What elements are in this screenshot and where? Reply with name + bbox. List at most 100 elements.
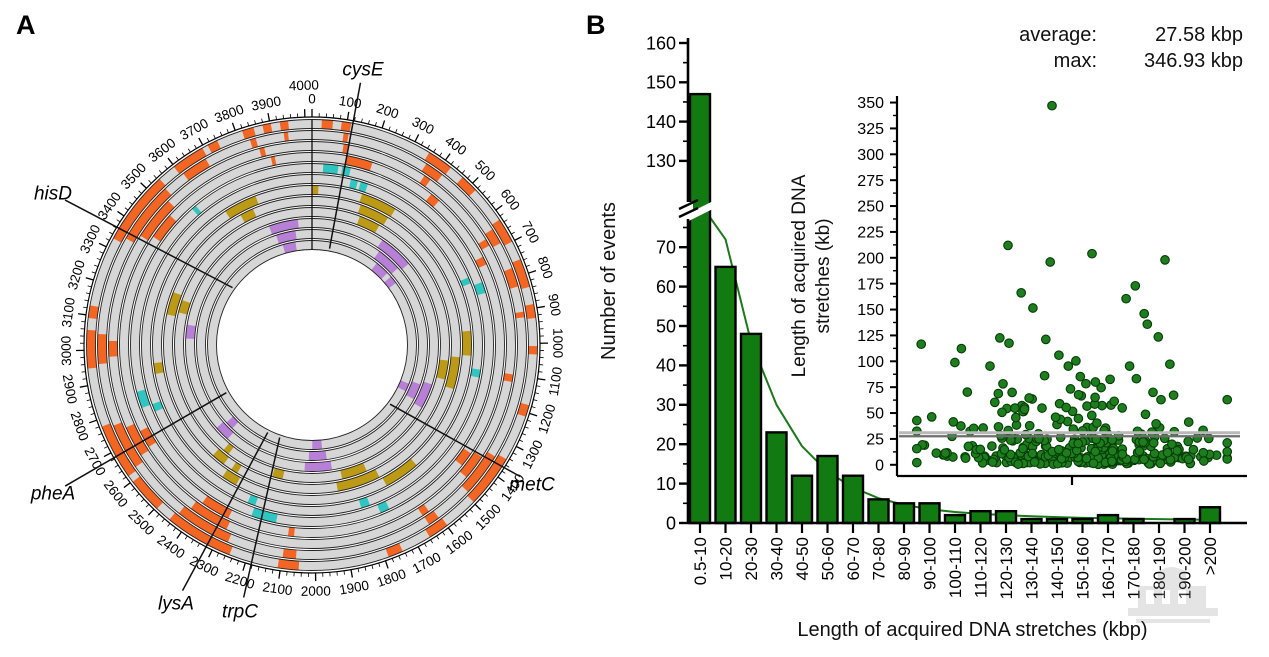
scale-major-tick <box>536 305 545 309</box>
scatter-point <box>960 453 971 464</box>
scatter-point <box>1222 394 1233 405</box>
acquired-segment <box>190 501 231 530</box>
circular-genome-map: 0 100 200300400500600700800900100011001200… <box>30 60 566 623</box>
ring-inner-edge <box>205 238 419 452</box>
gene-markers: cysE hisD pheA lysA trpC metC <box>30 60 555 623</box>
scale-minor-tick <box>148 180 152 184</box>
scatter-point <box>1027 448 1038 459</box>
scatter-point <box>1090 446 1101 457</box>
y-tick-label: 40 <box>656 356 676 376</box>
acquired-segment <box>517 402 530 417</box>
scatter-point <box>1082 401 1092 411</box>
scale-minor-tick <box>96 257 101 261</box>
scale-major-tick <box>384 560 389 569</box>
acquired-segment <box>470 368 481 378</box>
scale-tick-label: 3800 <box>212 101 245 125</box>
acquired-segment <box>436 359 449 380</box>
scale-minor-tick <box>167 523 171 527</box>
x-category-label: 120-130 <box>997 537 1016 599</box>
acquired-segment <box>413 381 433 408</box>
acquired-segment <box>377 239 409 270</box>
scale-minor-tick <box>90 413 95 416</box>
scatter-point <box>1183 417 1194 427</box>
acquired-segment <box>283 131 289 142</box>
acquired-segment <box>461 330 472 356</box>
scale-tick-label: 2100 <box>262 579 294 598</box>
x-category-label: 110-120 <box>971 537 990 598</box>
scatter-point <box>1096 382 1106 393</box>
axis-break <box>678 198 699 219</box>
scale-major-tick <box>77 313 87 316</box>
y-tick-label: 160 <box>646 33 676 53</box>
scale-minor-tick <box>99 251 104 254</box>
acquired-segment <box>140 200 175 241</box>
scale-minor-tick <box>91 271 96 274</box>
x-category-label: 60-70 <box>844 537 863 580</box>
acquired-segment <box>455 448 472 466</box>
scatter-point <box>1045 257 1056 267</box>
scale-minor-tick <box>105 238 110 241</box>
scatter-point <box>997 407 1007 418</box>
scatter-point <box>1075 371 1086 382</box>
scatter-point <box>948 417 959 427</box>
scale-minor-tick <box>138 190 142 194</box>
acquired-segment <box>277 558 300 571</box>
scatter-point <box>1010 412 1021 423</box>
scale-minor-tick <box>433 148 437 153</box>
acquired-segment <box>384 276 397 289</box>
y-axis-ticks: 0 10 20 30 40 50 60 70 130 140 150 160 <box>646 33 688 533</box>
scale-tick-label: 3900 <box>250 93 282 113</box>
scatter-point <box>1155 458 1166 469</box>
x-category-label: 40-50 <box>793 537 812 580</box>
scale-minor-tick <box>82 378 87 380</box>
acquired-segment <box>101 423 136 477</box>
scale-minor-tick <box>430 539 434 544</box>
scale-major-tick <box>497 476 505 483</box>
scale-minor-tick <box>261 118 263 123</box>
histogram-bar <box>688 92 712 525</box>
scale-minor-tick <box>523 257 528 261</box>
scatter-point <box>1105 374 1115 385</box>
scale-major-tick <box>495 204 503 211</box>
gene-marker-line <box>242 437 281 598</box>
scatter-inset: 0 25 50 75 100 125 150 175 200 225 250 275 300 325 350 <box>857 95 1247 485</box>
scale-minor-tick <box>145 504 150 508</box>
genome-ring <box>185 218 439 472</box>
acquired-segment <box>304 460 333 472</box>
scale-minor-tick <box>459 518 463 523</box>
inset-y-tick-label: 275 <box>857 173 884 190</box>
acquired-segment <box>371 263 388 280</box>
scatter-point <box>1090 377 1101 387</box>
acquired-segment <box>373 251 399 275</box>
acquired-segment <box>251 507 278 523</box>
scatter-point <box>1139 454 1149 465</box>
acquired-segment <box>97 333 108 365</box>
scale-minor-tick <box>442 531 446 536</box>
x-category-label: 170-180 <box>1124 537 1143 599</box>
scale-minor-tick <box>83 306 88 309</box>
scale-minor-tick <box>439 152 443 157</box>
acquired-segment <box>136 389 151 409</box>
scatter-point <box>1183 436 1194 447</box>
scale-minor-tick <box>395 128 398 134</box>
scale-major-tick <box>278 570 281 579</box>
scale-tick-label: 1700 <box>410 549 444 576</box>
ring-inner-edge <box>194 227 430 463</box>
acquired-segment <box>86 329 97 369</box>
acquired-segment <box>342 132 349 143</box>
scatter-point <box>1138 437 1148 447</box>
scale-minor-tick <box>491 201 495 205</box>
scatter-point <box>911 443 922 454</box>
acquired-segment <box>249 138 259 149</box>
acquired-segment <box>340 121 352 132</box>
scatter-point <box>1087 248 1097 259</box>
scale-minor-tick <box>343 570 345 575</box>
scale-minor-tick <box>87 285 92 288</box>
inset-y-tick-label: 225 <box>857 225 884 242</box>
scale-minor-tick <box>216 552 219 557</box>
inset-points <box>911 100 1233 470</box>
scatter-point <box>993 388 1004 399</box>
acquired-segment <box>259 147 267 158</box>
scale-tick-label: 300 <box>410 114 437 138</box>
scale-minor-tick <box>156 513 160 518</box>
